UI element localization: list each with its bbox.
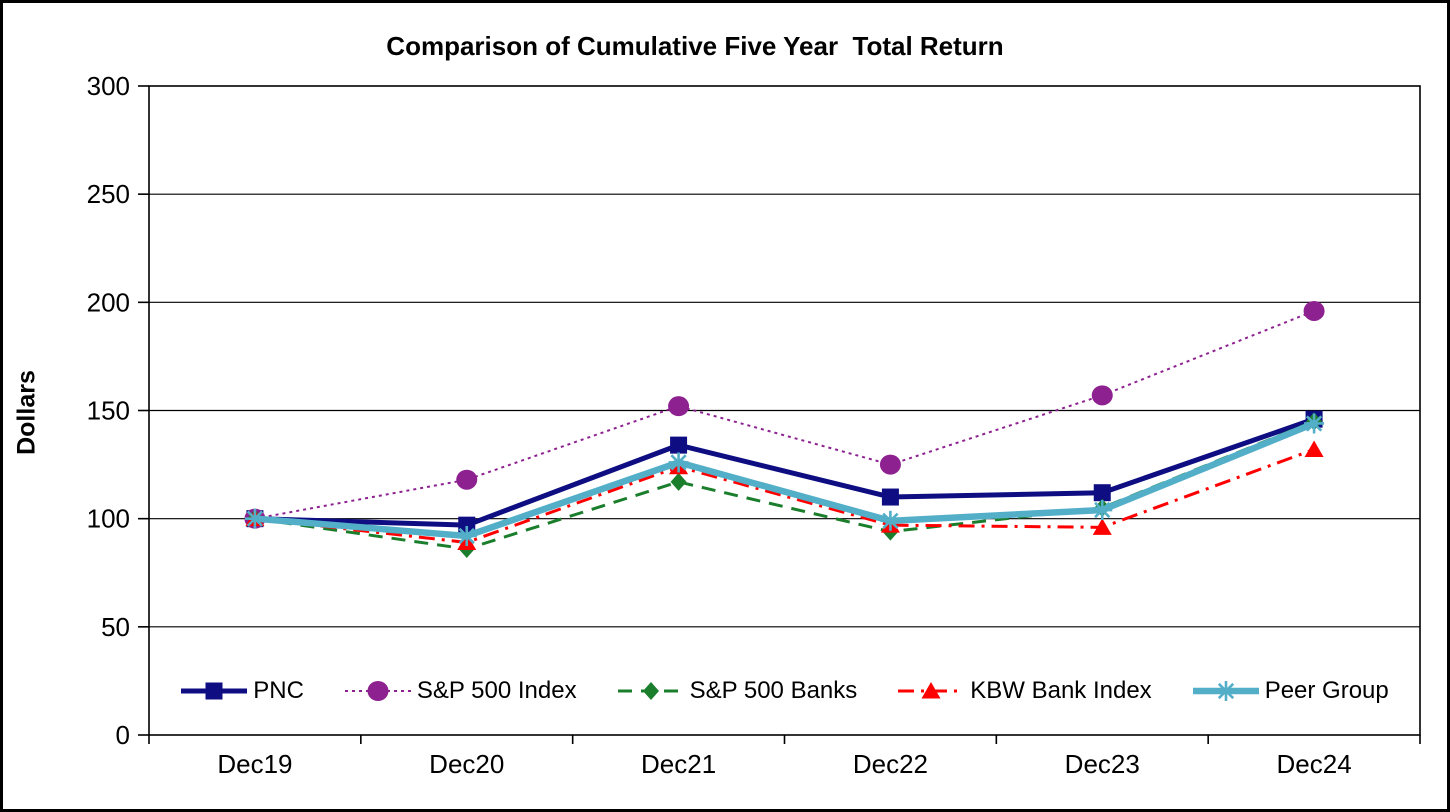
legend-item-peer-group: Peer Group bbox=[1192, 677, 1389, 705]
marker-asterisk bbox=[1215, 681, 1236, 701]
marker-square bbox=[881, 488, 899, 506]
y-tick-label-0: 0 bbox=[116, 720, 130, 750]
series-peer-group bbox=[244, 413, 1325, 546]
marker-asterisk bbox=[1304, 413, 1325, 434]
legend-label: PNC bbox=[253, 677, 304, 704]
legend-label: KBW Bank Index bbox=[970, 677, 1152, 704]
legend-item-kbw-bank-index: KBW Bank Index bbox=[897, 677, 1152, 705]
legend-marker-circle bbox=[344, 681, 411, 701]
legend-marker-triangle bbox=[898, 682, 965, 699]
marker-triangle bbox=[1092, 518, 1112, 535]
legend-label: S&P 500 Banks bbox=[689, 677, 858, 704]
x-tick-label-Dec21: Dec21 bbox=[641, 749, 716, 779]
legend: PNC S&P 500 Index S&P 500 Banks KBW Bank In… bbox=[149, 677, 1420, 705]
marker-circle bbox=[367, 681, 389, 701]
legend-item-s-p-500-index: S&P 500 Index bbox=[344, 677, 577, 705]
marker-triangle bbox=[1304, 440, 1324, 457]
legend-label: Peer Group bbox=[1264, 677, 1389, 704]
y-tick-label-250: 250 bbox=[87, 179, 130, 209]
marker-asterisk bbox=[880, 510, 901, 531]
x-tick-label-Dec24: Dec24 bbox=[1277, 749, 1352, 779]
marker-square bbox=[205, 682, 223, 700]
marker-diamond bbox=[670, 472, 687, 491]
marker-circle bbox=[456, 469, 478, 490]
legend-item-pnc: PNC bbox=[180, 677, 304, 705]
marker-circle bbox=[1303, 300, 1325, 321]
y-tick-label-100: 100 bbox=[87, 504, 130, 534]
y-tick-label-200: 200 bbox=[87, 287, 130, 317]
marker-square bbox=[458, 516, 476, 534]
marker-circle bbox=[1091, 385, 1113, 406]
marker-circle bbox=[879, 454, 901, 475]
series-line bbox=[254, 420, 1316, 540]
y-tick-label-150: 150 bbox=[87, 396, 130, 426]
marker-asterisk bbox=[456, 525, 477, 546]
chart-title: Comparison of Cumulative Five Year Total… bbox=[386, 31, 1004, 61]
legend-label: S&P 500 Index bbox=[416, 677, 577, 704]
marker-square bbox=[1093, 484, 1111, 502]
marker-square bbox=[670, 436, 688, 454]
series-line bbox=[254, 416, 1315, 528]
marker-diamond bbox=[642, 682, 659, 700]
y-tick-label-300: 300 bbox=[87, 71, 130, 101]
series-line bbox=[254, 448, 1315, 544]
legend-item-s-p-500-banks: S&P 500 Banks bbox=[617, 677, 858, 705]
x-tick-label-Dec22: Dec22 bbox=[853, 749, 928, 779]
marker-circle bbox=[668, 396, 690, 417]
legend-marker-square bbox=[181, 682, 248, 700]
marker-triangle bbox=[921, 682, 941, 699]
x-tick-label-Dec20: Dec20 bbox=[429, 749, 504, 779]
y-tick-label-50: 50 bbox=[101, 612, 130, 642]
legend-marker-asterisk bbox=[1192, 681, 1259, 701]
marker-asterisk bbox=[1092, 500, 1113, 521]
x-tick-label-Dec19: Dec19 bbox=[217, 749, 292, 779]
legend-marker-diamond bbox=[617, 682, 684, 700]
marker-asterisk bbox=[668, 452, 689, 473]
plot-area: 0 50 100 150 200 250 300 Dec19 Dec20 Dec21 Dec22 De… bbox=[87, 71, 1421, 779]
marker-asterisk bbox=[244, 508, 265, 529]
series-s-p-500-index bbox=[244, 300, 1325, 529]
x-tick-label-Dec23: Dec23 bbox=[1065, 749, 1140, 779]
series-pnc bbox=[246, 410, 1323, 534]
